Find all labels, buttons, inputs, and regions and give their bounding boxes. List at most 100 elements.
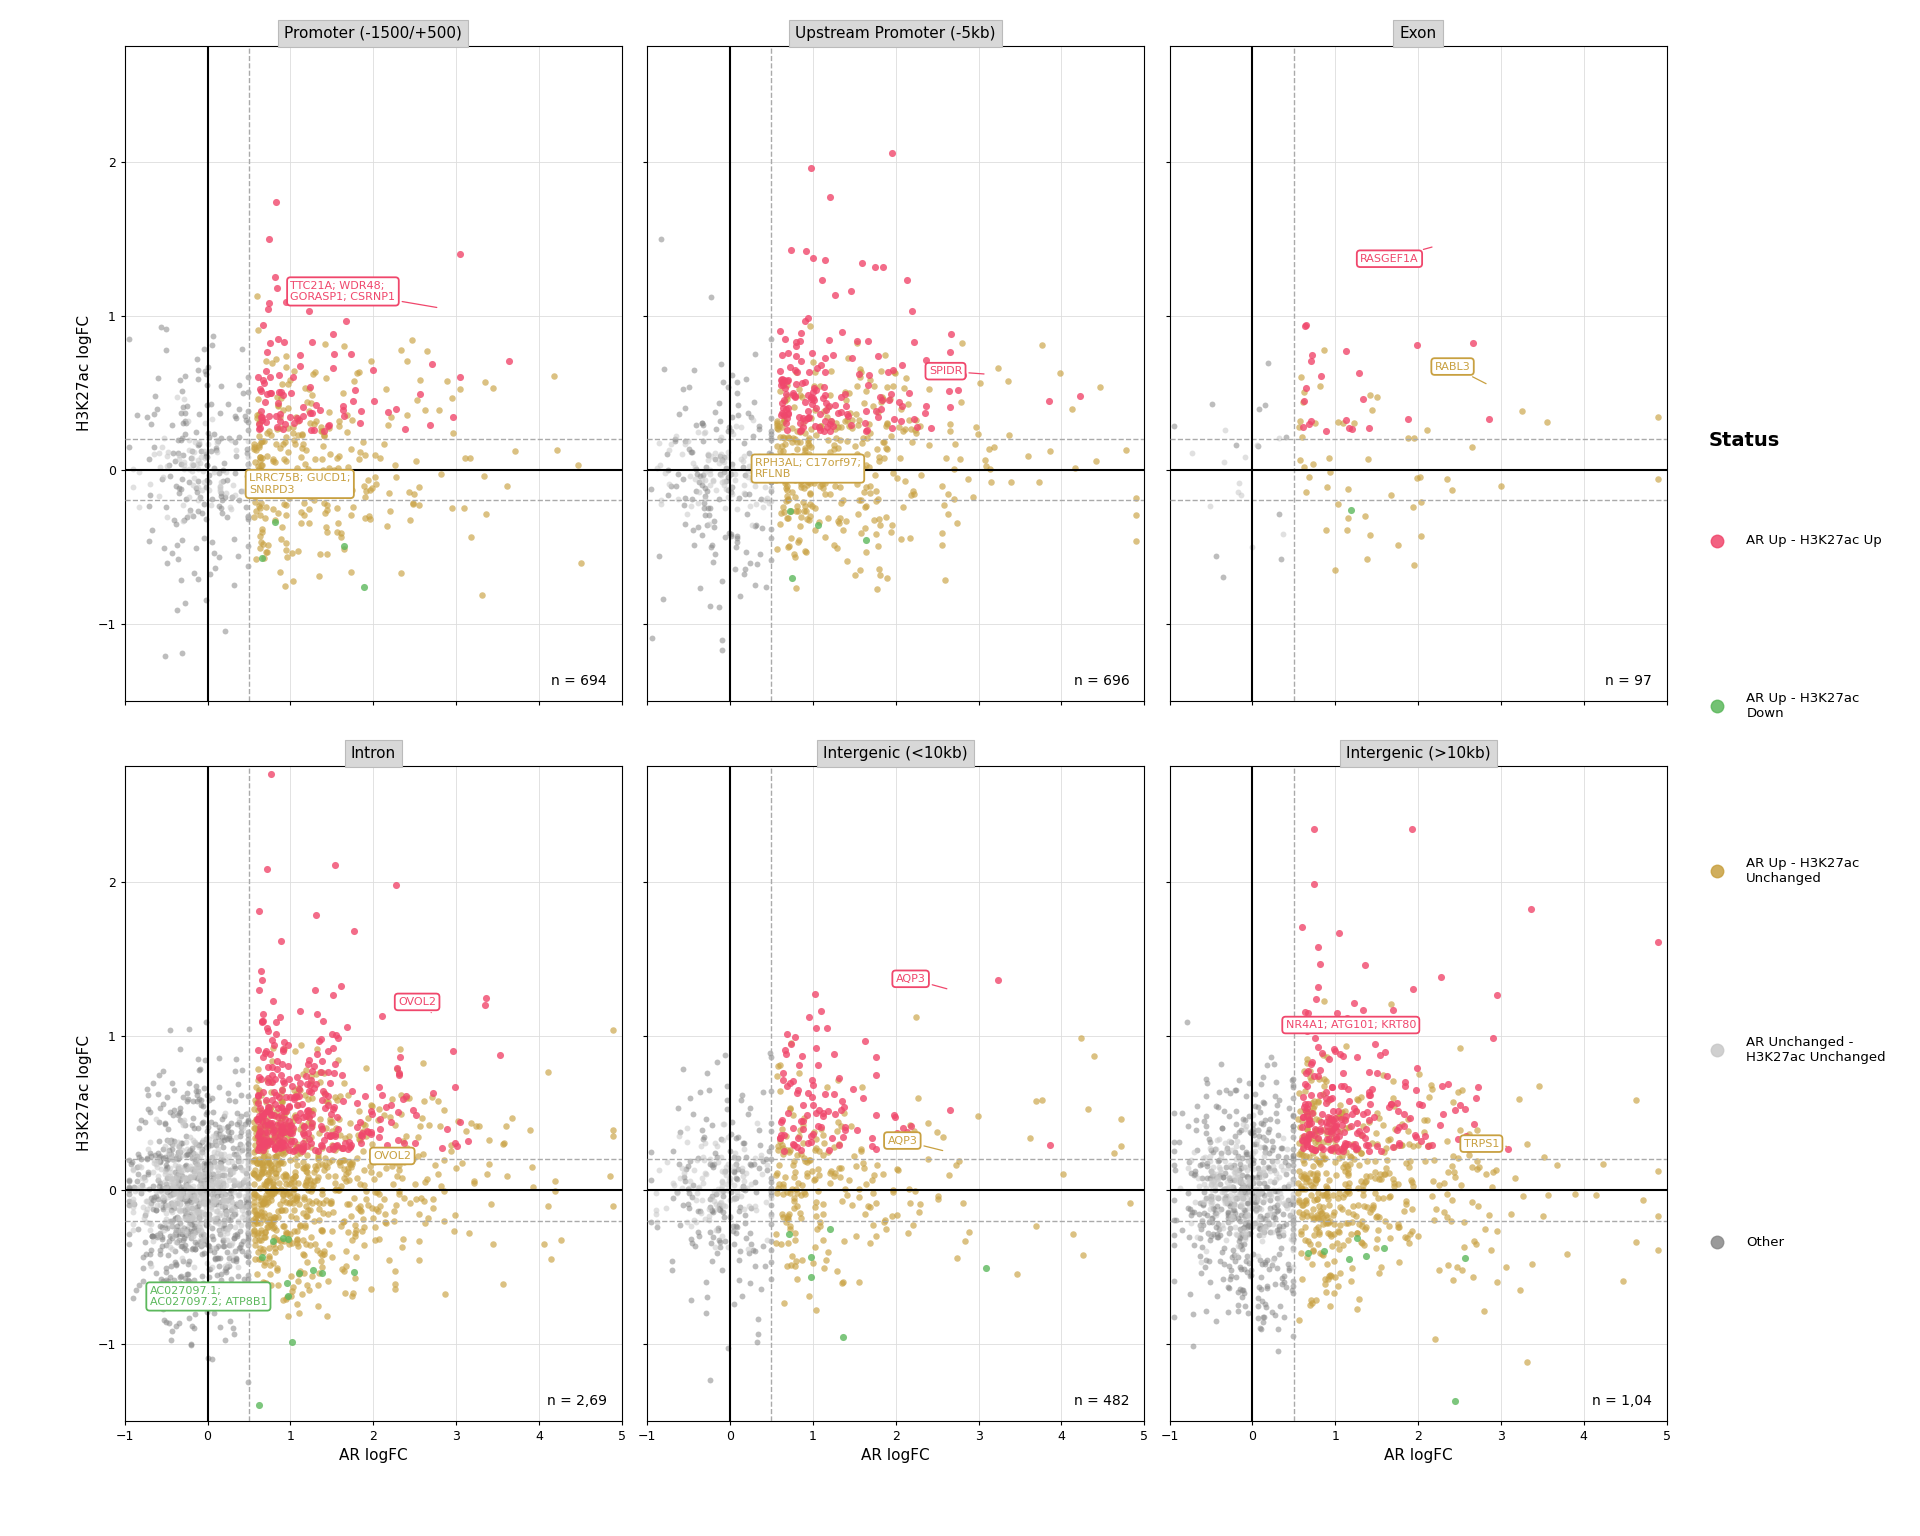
Point (259, 1215, 290, 1240)
Point (772, 424, 803, 449)
Point (409, 1210, 440, 1235)
Point (1375, 1095, 1405, 1120)
Point (386, 1101, 417, 1126)
Point (338, 1227, 369, 1252)
Point (296, 1177, 326, 1201)
Point (1331, 1172, 1361, 1197)
Point (1265, 547, 1296, 571)
Point (799, 373, 829, 398)
Point (211, 1200, 242, 1224)
Point (223, 1147, 253, 1172)
Point (269, 1226, 300, 1250)
Point (267, 1150, 298, 1175)
Point (831, 387, 862, 412)
Point (1306, 1206, 1336, 1230)
Point (1302, 1206, 1332, 1230)
Point (275, 1114, 305, 1138)
Point (344, 1111, 374, 1135)
Point (346, 1124, 376, 1149)
Point (157, 1236, 188, 1261)
Point (292, 1164, 323, 1189)
Point (1208, 1115, 1238, 1140)
Point (660, 424, 691, 449)
Point (739, 513, 770, 538)
Point (1267, 1266, 1298, 1290)
Point (710, 468, 741, 493)
Point (762, 1177, 793, 1201)
Point (152, 1177, 182, 1201)
Point (1217, 1175, 1248, 1200)
Point (1461, 1149, 1492, 1174)
Point (776, 499, 806, 524)
Point (146, 435, 177, 459)
Point (1469, 1298, 1500, 1322)
Point (359, 1150, 390, 1175)
Point (707, 352, 737, 376)
Point (136, 1144, 167, 1169)
Point (156, 1209, 186, 1233)
Point (232, 1193, 263, 1218)
Point (895, 525, 925, 550)
Point (737, 513, 768, 538)
Point (1296, 1287, 1327, 1312)
Point (378, 1209, 409, 1233)
Point (257, 1180, 288, 1204)
Point (897, 1213, 927, 1238)
Point (680, 1233, 710, 1258)
Point (1286, 1192, 1317, 1217)
Point (296, 1233, 326, 1258)
Point (755, 1267, 785, 1292)
Point (795, 1246, 826, 1270)
Point (334, 1150, 365, 1175)
Point (232, 1221, 263, 1246)
Point (171, 1172, 202, 1197)
Point (159, 1223, 190, 1247)
Point (778, 381, 808, 406)
Point (1357, 1192, 1388, 1217)
Point (751, 475, 781, 499)
Point (1261, 1094, 1292, 1118)
Point (167, 442, 198, 467)
Point (188, 1184, 219, 1209)
Point (684, 1175, 714, 1200)
Point (253, 404, 284, 429)
Point (468, 370, 499, 395)
Point (695, 496, 726, 521)
Point (190, 1180, 221, 1204)
Point (175, 1164, 205, 1189)
Point (812, 465, 843, 490)
Point (317, 1218, 348, 1243)
Point (732, 501, 762, 525)
Point (223, 1235, 253, 1260)
Point (265, 1192, 296, 1217)
Point (267, 1115, 298, 1140)
Point (755, 444, 785, 468)
Point (1242, 1187, 1273, 1212)
Point (1229, 1155, 1260, 1180)
Point (204, 1124, 234, 1149)
Point (1190, 1249, 1221, 1273)
Point (1248, 1135, 1279, 1160)
Point (169, 1186, 200, 1210)
Point (167, 1221, 198, 1246)
Point (735, 1221, 766, 1246)
Point (1329, 1152, 1359, 1177)
Point (207, 1187, 238, 1212)
Point (192, 1132, 223, 1157)
Point (223, 1255, 253, 1279)
Point (1300, 410, 1331, 435)
Point (213, 1143, 244, 1167)
Point (303, 1261, 334, 1286)
Point (1208, 1164, 1238, 1189)
Point (1332, 1212, 1363, 1236)
Point (860, 1103, 891, 1127)
Point (167, 1197, 198, 1221)
Point (205, 1174, 236, 1198)
Point (165, 1212, 196, 1236)
Point (309, 1158, 340, 1183)
Point (1248, 1091, 1279, 1115)
Point (136, 1255, 167, 1279)
Point (213, 1207, 244, 1232)
Point (307, 1255, 338, 1279)
Point (244, 376, 275, 401)
